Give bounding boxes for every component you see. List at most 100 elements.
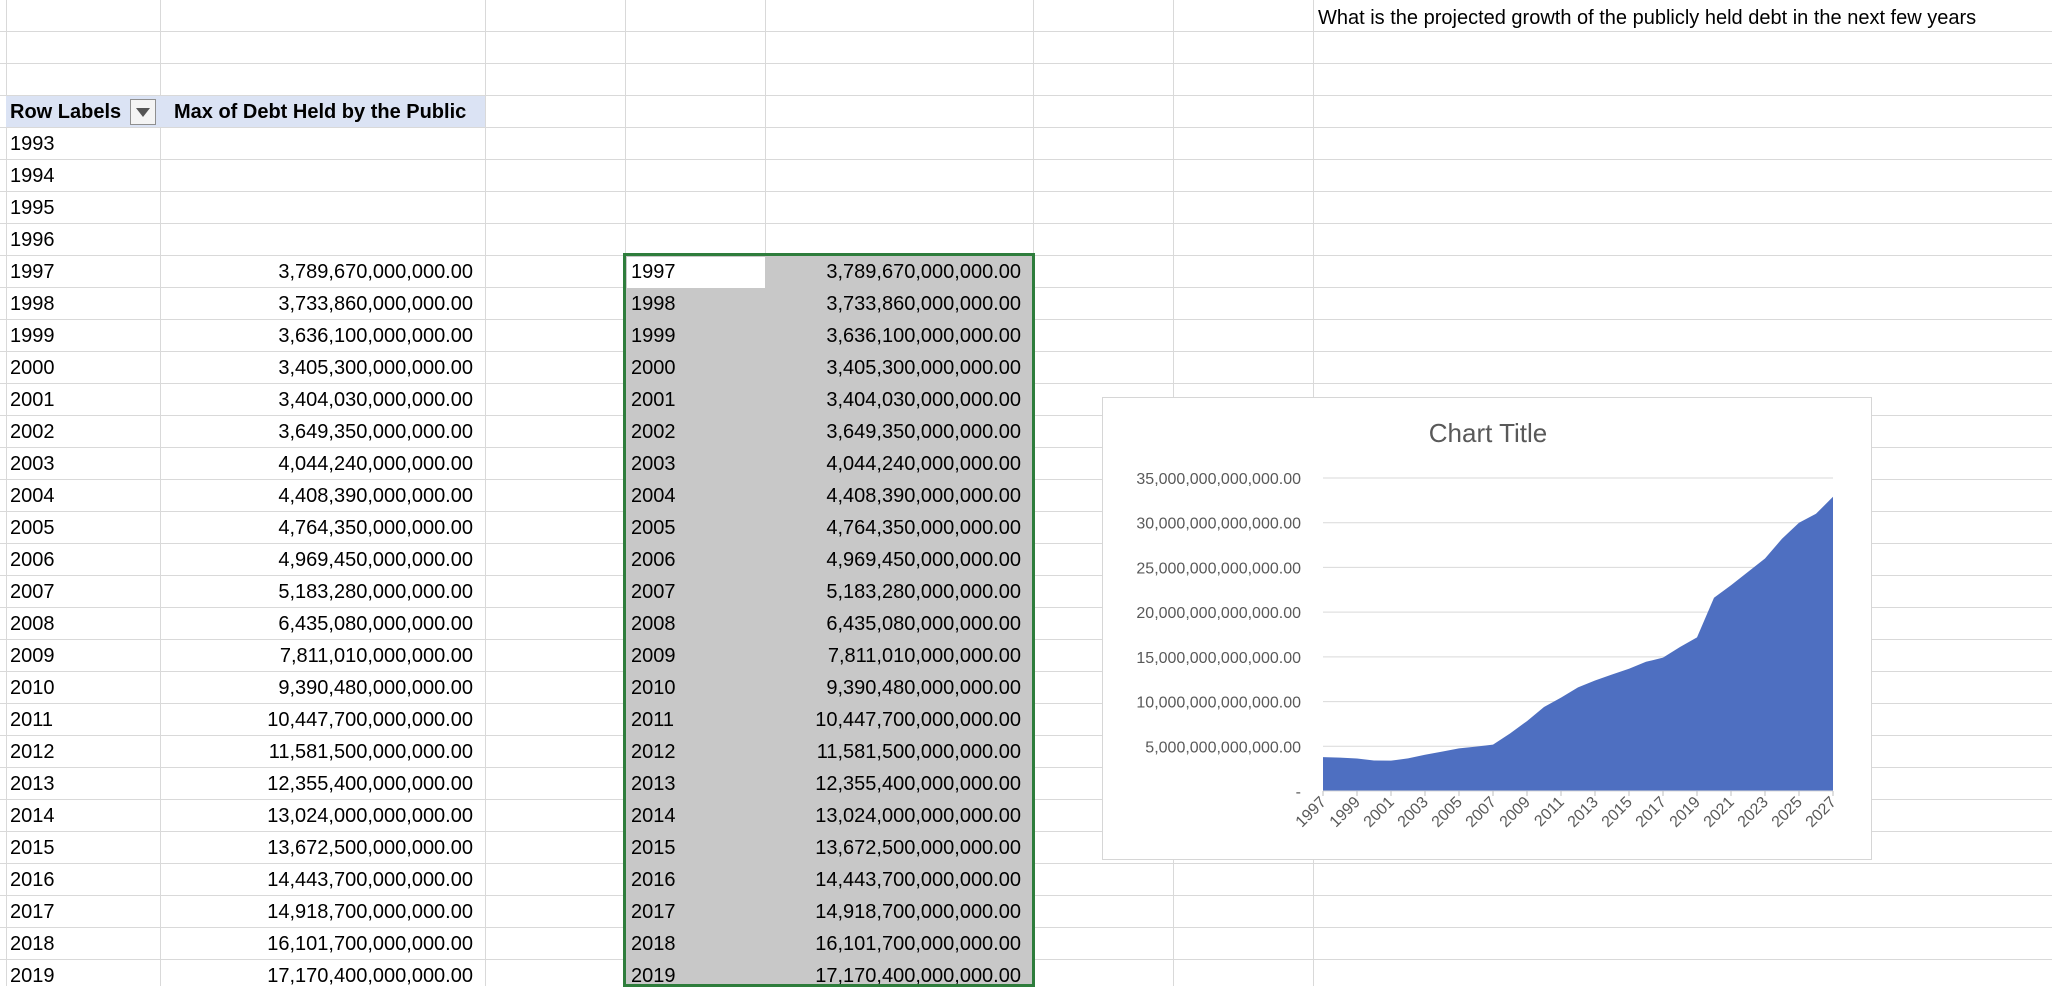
range-year-cell[interactable]: 2003	[631, 453, 676, 475]
range-value-cell[interactable]: 11,581,500,000,000.00	[816, 741, 1021, 763]
pivot-row-value[interactable]	[160, 128, 485, 160]
range-year-cell[interactable]: 2017	[631, 901, 676, 923]
range-value-cell[interactable]: 5,183,280,000,000.00	[826, 581, 1021, 603]
pivot-header-values[interactable]: Max of Debt Held by the Public	[174, 101, 467, 123]
pivot-row-label[interactable]: 2008	[10, 613, 55, 635]
range-value-cell[interactable]: 16,101,700,000,000.00	[815, 933, 1021, 955]
range-year-cell[interactable]: 2013	[631, 773, 676, 795]
range-value-cell[interactable]: 3,636,100,000,000.00	[826, 325, 1021, 347]
pivot-row-value[interactable]: 3,404,030,000,000.00	[278, 389, 473, 411]
pivot-row-label[interactable]: 2015	[10, 837, 55, 859]
question-text[interactable]: What is the projected growth of the publ…	[1318, 7, 1977, 29]
range-year-cell[interactable]: 2002	[631, 421, 676, 443]
pivot-row-value[interactable]: 3,636,100,000,000.00	[278, 325, 473, 347]
pivot-row-label[interactable]: 2009	[10, 645, 55, 667]
pivot-row-value[interactable]: 17,170,400,000,000.00	[267, 965, 473, 987]
range-year-cell[interactable]: 2009	[631, 645, 676, 667]
pivot-row-value[interactable]	[160, 160, 485, 192]
range-value-cell[interactable]: 14,443,700,000,000.00	[815, 869, 1021, 891]
pivot-row-value[interactable]	[160, 224, 485, 256]
range-year-cell[interactable]: 2015	[631, 837, 676, 859]
range-value-cell[interactable]: 12,355,400,000,000.00	[815, 773, 1021, 795]
area-chart[interactable]: Chart Title - 5,000,000,000,000.00 10,000,0…	[1102, 397, 1872, 860]
pivot-row-value[interactable]: 10,447,700,000,000.00	[267, 709, 473, 731]
range-year-cell[interactable]: 2005	[631, 517, 676, 539]
range-year-cell[interactable]: 1998	[631, 293, 676, 315]
pivot-row-label[interactable]: 2017	[10, 901, 55, 923]
range-value-cell[interactable]: 9,390,480,000,000.00	[826, 677, 1021, 699]
pivot-row-label[interactable]: 2013	[10, 773, 55, 795]
pivot-row-label[interactable]: 1996	[10, 229, 55, 251]
range-year-cell[interactable]: 2004	[631, 485, 676, 507]
range-value-cell[interactable]: 13,672,500,000,000.00	[815, 837, 1021, 859]
pivot-row-value[interactable]: 6,435,080,000,000.00	[278, 613, 473, 635]
active-cell[interactable]	[627, 257, 765, 288]
pivot-row-label[interactable]: 2006	[10, 549, 55, 571]
pivot-row-label[interactable]: 2005	[10, 517, 55, 539]
pivot-row-value[interactable]: 11,581,500,000,000.00	[268, 741, 473, 763]
range-value-cell[interactable]: 17,170,400,000,000.00	[815, 965, 1021, 987]
pivot-row-label[interactable]: 2001	[10, 389, 55, 411]
pivot-row-value[interactable]: 13,672,500,000,000.00	[267, 837, 473, 859]
range-year-cell[interactable]: 2001	[631, 389, 676, 411]
range-year-cell[interactable]: 2006	[631, 549, 676, 571]
pivot-row-label[interactable]: 1995	[10, 197, 55, 219]
pivot-row-value[interactable]: 7,811,010,000,000.00	[279, 645, 473, 667]
range-year-cell[interactable]: 2018	[631, 933, 676, 955]
range-value-cell[interactable]: 3,789,670,000,000.00	[826, 261, 1021, 283]
range-year-cell[interactable]: 2000	[631, 357, 676, 379]
pivot-row-value[interactable]: 4,969,450,000,000.00	[278, 549, 473, 571]
range-year-cell[interactable]: 2007	[631, 581, 676, 603]
pivot-row-label[interactable]: 1993	[10, 133, 55, 155]
range-value-cell[interactable]: 4,044,240,000,000.00	[826, 453, 1021, 475]
pivot-row-value[interactable]: 9,390,480,000,000.00	[278, 677, 473, 699]
range-year-cell[interactable]: 2016	[631, 869, 676, 891]
row-labels-filter-button[interactable]	[130, 99, 156, 125]
range-value-cell[interactable]: 3,733,860,000,000.00	[826, 293, 1021, 315]
pivot-row-label[interactable]: 2010	[10, 677, 55, 699]
pivot-row-label[interactable]: 2018	[10, 933, 55, 955]
pivot-row-label[interactable]: 2003	[10, 453, 55, 475]
range-value-cell[interactable]: 14,918,700,000,000.00	[815, 901, 1021, 923]
pivot-row-value[interactable]	[160, 192, 485, 224]
range-value-cell[interactable]: 3,405,300,000,000.00	[826, 357, 1021, 379]
range-value-cell[interactable]: 4,764,350,000,000.00	[826, 517, 1021, 539]
pivot-row-label[interactable]: 2007	[10, 581, 55, 603]
pivot-row-value[interactable]: 3,733,860,000,000.00	[278, 293, 473, 315]
pivot-row-value[interactable]: 5,183,280,000,000.00	[278, 581, 473, 603]
range-year-cell[interactable]: 2014	[631, 805, 676, 827]
range-value-cell[interactable]: 10,447,700,000,000.00	[815, 709, 1021, 731]
pivot-row-label[interactable]: 2016	[10, 869, 55, 891]
pivot-row-value[interactable]: 3,405,300,000,000.00	[278, 357, 473, 379]
pivot-header-row-labels[interactable]: Row Labels	[10, 101, 122, 123]
range-year-cell[interactable]: 2011	[631, 709, 675, 731]
range-value-cell[interactable]: 13,024,000,000,000.00	[815, 805, 1021, 827]
range-year-cell[interactable]: 2008	[631, 613, 676, 635]
pivot-row-label[interactable]: 1994	[10, 165, 55, 187]
pivot-row-label[interactable]: 1997	[10, 261, 55, 283]
range-value-cell[interactable]: 3,404,030,000,000.00	[826, 389, 1021, 411]
range-year-cell[interactable]: 1997	[631, 261, 676, 283]
pivot-row-label[interactable]: 1998	[10, 293, 55, 315]
range-year-cell[interactable]: 2010	[631, 677, 676, 699]
pivot-row-label[interactable]: 2000	[10, 357, 55, 379]
pivot-row-value[interactable]: 4,408,390,000,000.00	[278, 485, 473, 507]
pivot-row-value[interactable]: 4,044,240,000,000.00	[278, 453, 473, 475]
range-value-cell[interactable]: 7,811,010,000,000.00	[827, 645, 1021, 667]
pivot-row-value[interactable]: 12,355,400,000,000.00	[267, 773, 473, 795]
pivot-row-value[interactable]: 14,443,700,000,000.00	[267, 869, 473, 891]
range-value-cell[interactable]: 4,969,450,000,000.00	[826, 549, 1021, 571]
pivot-row-value[interactable]: 3,789,670,000,000.00	[278, 261, 473, 283]
range-year-cell[interactable]: 1999	[631, 325, 676, 347]
pivot-row-value[interactable]: 4,764,350,000,000.00	[278, 517, 473, 539]
pivot-row-value[interactable]: 16,101,700,000,000.00	[267, 933, 473, 955]
range-value-cell[interactable]: 6,435,080,000,000.00	[826, 613, 1021, 635]
pivot-row-label[interactable]: 2014	[10, 805, 55, 827]
pivot-row-label[interactable]: 2004	[10, 485, 55, 507]
pivot-row-label[interactable]: 2019	[10, 965, 55, 987]
pivot-row-label[interactable]: 2002	[10, 421, 55, 443]
range-value-cell[interactable]: 4,408,390,000,000.00	[826, 485, 1021, 507]
pivot-row-label[interactable]: 2012	[10, 741, 55, 763]
range-value-cell[interactable]: 3,649,350,000,000.00	[826, 421, 1021, 443]
